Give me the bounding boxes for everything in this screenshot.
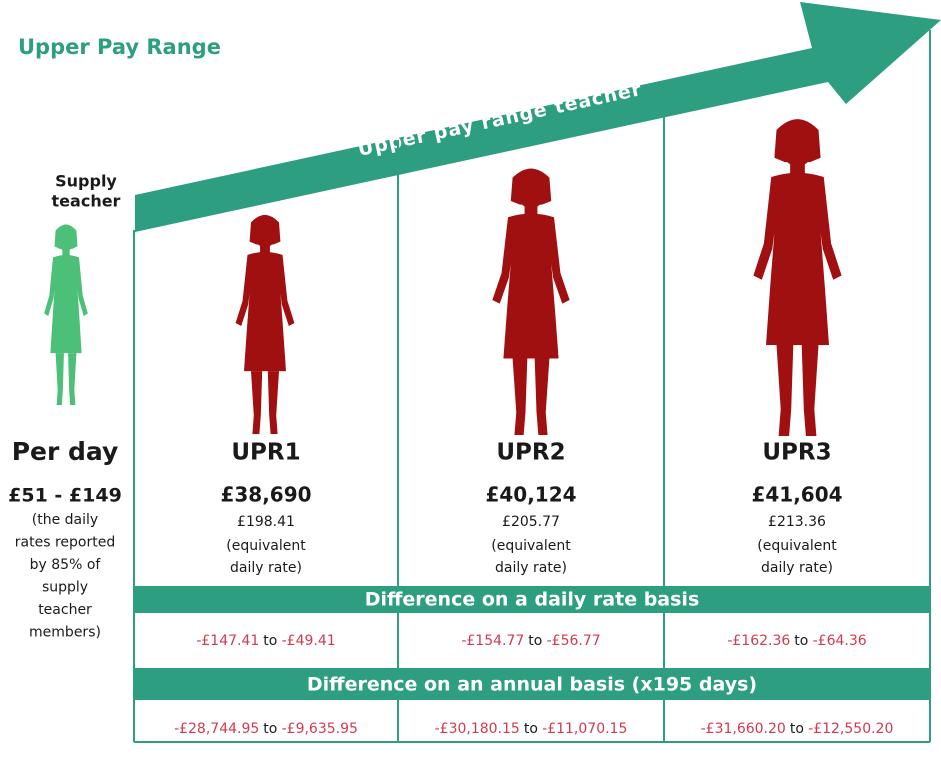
diff-low: -£154.77 [461,633,524,649]
upr3-figure [753,119,841,436]
connector: to [263,721,277,737]
supply-heading: Supply [55,172,117,191]
grade-name: UPR3 [762,440,831,466]
connector: to [528,633,542,649]
diff-low: -£31,660.20 [701,721,786,737]
grade-daily-note: (equivalent [491,538,571,554]
grade-daily: £198.41 [237,514,295,530]
diff-low: -£30,180.15 [435,721,520,737]
supply-amount: £51 - £149 [8,485,122,507]
infographic: Upper Pay Range Upper pay range teacher … [0,0,941,764]
grade-salary: £41,604 [751,483,842,507]
supply-note: teacher [38,602,92,618]
diff-high: -£56.77 [547,633,601,649]
supply-note: rates reported [15,535,115,551]
grade-name: UPR2 [496,440,565,466]
supply-heading: teacher [52,192,121,211]
supply-figure [44,224,88,405]
page-title: Upper Pay Range [18,35,221,59]
annual-heading: Difference on an annual basis (x195 days… [307,674,757,696]
grade-daily-note: daily rate) [230,560,302,576]
supply-note: members) [29,625,101,641]
grade-daily-note: daily rate) [761,560,833,576]
supply-note: (the daily [32,512,98,528]
grade-salary: £38,690 [220,483,311,507]
grade-salary: £40,124 [485,483,576,507]
supply-note: supply [42,580,88,596]
diff-low: -£147.41 [196,633,259,649]
diff-high: -£9,635.95 [282,721,358,737]
grade-daily: £205.77 [502,514,560,530]
upr1-figure [236,215,295,434]
grade-daily-note: (equivalent [757,538,837,554]
diff-high: -£11,070.15 [542,721,627,737]
connector: to [790,721,804,737]
supply-note: by 85% of [30,557,102,573]
upr2-figure [492,169,569,435]
connector: to [263,633,277,649]
diff-high: -£49.41 [282,633,336,649]
diff-high: -£64.36 [813,633,867,649]
grade-daily: £213.36 [768,514,826,530]
connector: to [794,633,808,649]
diff-low: -£28,744.95 [174,721,259,737]
supply-label: Per day [12,437,119,466]
page: { "title": "Upper Pay Range", "arrow_lab… [0,0,941,764]
diff-low: -£162.36 [727,633,790,649]
connector: to [524,721,538,737]
diff-high: -£12,550.20 [808,721,893,737]
grade-daily-note: daily rate) [495,560,567,576]
grade-name: UPR1 [231,440,300,466]
grade-daily-note: (equivalent [226,538,306,554]
daily-heading: Difference on a daily rate basis [365,589,700,611]
